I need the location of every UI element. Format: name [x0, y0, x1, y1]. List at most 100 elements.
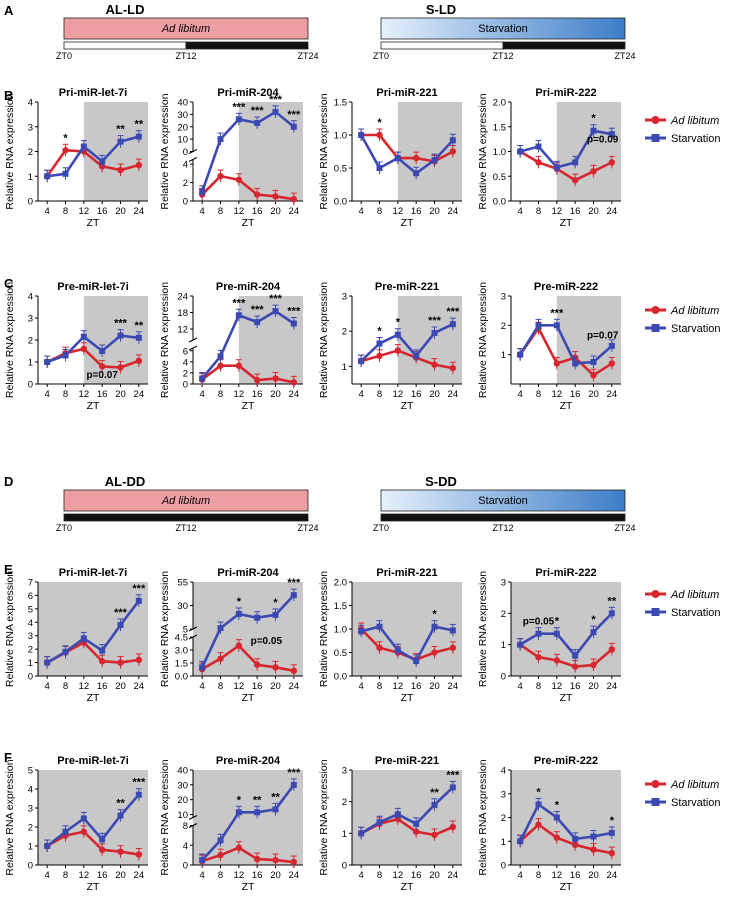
x-tick-label: 16 [252, 870, 263, 881]
x-axis-label: ZT [87, 881, 100, 893]
x-tick-label: 12 [552, 206, 563, 217]
x-tick-label: 4 [359, 681, 364, 692]
significance-marker: ** [430, 787, 439, 799]
legend-ad-libitum-marker [651, 590, 660, 598]
significance-marker: * [555, 800, 560, 812]
y-tick-label: 55 [177, 578, 188, 589]
x-axis-label: ZT [560, 692, 573, 704]
ad-libitum-point [535, 159, 542, 166]
x-tick-label: 20 [115, 870, 126, 881]
y-tick-label: 0.0 [493, 197, 506, 208]
y-tick-label: 1.5 [175, 659, 188, 670]
starvation-series-line [519, 324, 613, 365]
y-axis-label: Relative RNA expression [318, 282, 330, 398]
ad-libitum-point [117, 848, 124, 855]
starvation-series-line [519, 612, 613, 658]
starvation-point [553, 164, 560, 171]
legend-ad-libitum-marker [651, 780, 660, 788]
x-axis-label: ZT [87, 217, 100, 229]
legend-row-e: Ad libitum Starvation [645, 589, 721, 619]
x-tick-label: 4 [45, 206, 50, 217]
x-tick-label: 16 [570, 206, 581, 217]
x-tick-label: 24 [134, 389, 145, 400]
x-tick-label: 8 [536, 206, 541, 217]
x-tick-label: 8 [377, 870, 382, 881]
ad-libitum-bar-label: Ad libitum [161, 23, 210, 35]
x-tick-label: 12 [393, 681, 404, 692]
x-tick-label: 20 [588, 681, 599, 692]
y-tick-label: 2 [28, 645, 33, 656]
x-tick-label: 4 [359, 870, 364, 881]
starvation-point [517, 641, 524, 648]
x-tick-label: 16 [411, 206, 422, 217]
y-axis-label: Relative RNA expression [477, 93, 489, 209]
x-tick-label: 8 [218, 206, 223, 217]
chart-title: Pre-miR-222 [534, 755, 598, 767]
ad-libitum-point [535, 654, 542, 661]
x-tick-label: 8 [377, 681, 382, 692]
zt0-label: ZT0 [56, 51, 72, 61]
y-tick-label: 0.0 [334, 197, 347, 208]
x-tick-label: 12 [552, 681, 563, 692]
y-tick-label: 4 [501, 766, 506, 777]
significance-marker: *** [251, 105, 265, 117]
starvation-bar-label: Starvation [478, 23, 528, 35]
significance-marker: ** [116, 124, 125, 136]
x-tick-label: 24 [448, 681, 459, 692]
y-tick-label: 20 [177, 122, 188, 133]
x-tick-label: 24 [607, 681, 618, 692]
x-tick-label: 20 [429, 206, 440, 217]
starvation-point [376, 340, 383, 347]
zt12-label: ZT12 [175, 523, 196, 533]
significance-marker: ** [253, 794, 262, 806]
ad-libitum-point [80, 345, 88, 352]
starvation-point [290, 123, 297, 130]
starvation-point [358, 358, 365, 365]
legend-starvation-marker [651, 608, 660, 616]
starvation-point [272, 611, 279, 618]
significance-marker: * [63, 132, 68, 144]
y-tick-label: 7 [28, 578, 33, 589]
y-tick-label: 4 [28, 785, 33, 796]
x-tick-label: 24 [134, 206, 145, 217]
ad-libitum-point [62, 147, 69, 154]
y-tick-label: 1 [501, 640, 506, 651]
zt24-label: ZT24 [297, 523, 318, 533]
starvation-point [99, 647, 106, 654]
starvation-point [590, 359, 597, 365]
ad-libitum-point [608, 646, 616, 653]
significance-marker: *** [287, 767, 301, 779]
significance-marker: *** [287, 306, 301, 318]
starvation-point [608, 610, 615, 617]
y-axis-label: Relative RNA expression [4, 282, 16, 398]
y-tick-label: 3.0 [175, 646, 188, 657]
x-tick-label: 4 [45, 870, 50, 881]
starvation-point [517, 148, 524, 155]
starvation-point [413, 352, 420, 359]
y-axis-label: Relative RNA expression [318, 93, 330, 209]
starvation-point [358, 628, 365, 635]
ad-libitum-point [272, 193, 279, 200]
chart-e-3: 0.0 0.5 1.0 1.5 2.0 4 8 12 16 20 24 ZT Relative RNA … [318, 567, 462, 704]
ad-libitum-bar-label: Ad libitum [161, 495, 210, 507]
chart-title: Pre-miR-221 [375, 755, 439, 767]
significance-marker: *** [287, 577, 301, 589]
ad-libitum-point [98, 363, 106, 370]
x-tick-label: 8 [377, 206, 382, 217]
y-tick-label: 1.0 [334, 625, 347, 636]
y-tick-label: 1 [28, 658, 33, 669]
x-tick-label: 24 [607, 870, 618, 881]
panel-label-d: D [4, 474, 13, 489]
x-tick-label: 8 [63, 206, 68, 217]
x-tick-label: 16 [570, 870, 581, 881]
p-value-note: p=0.07 [86, 370, 118, 381]
significance-marker: * [237, 794, 242, 806]
y-axis-label: Relative RNA expression [4, 759, 16, 875]
x-tick-label: 24 [134, 870, 145, 881]
starvation-point [517, 838, 524, 845]
legend-starvation-label: Starvation [671, 607, 721, 619]
starvation-point [431, 157, 438, 164]
p-value-note: p=0.05 [523, 616, 555, 627]
